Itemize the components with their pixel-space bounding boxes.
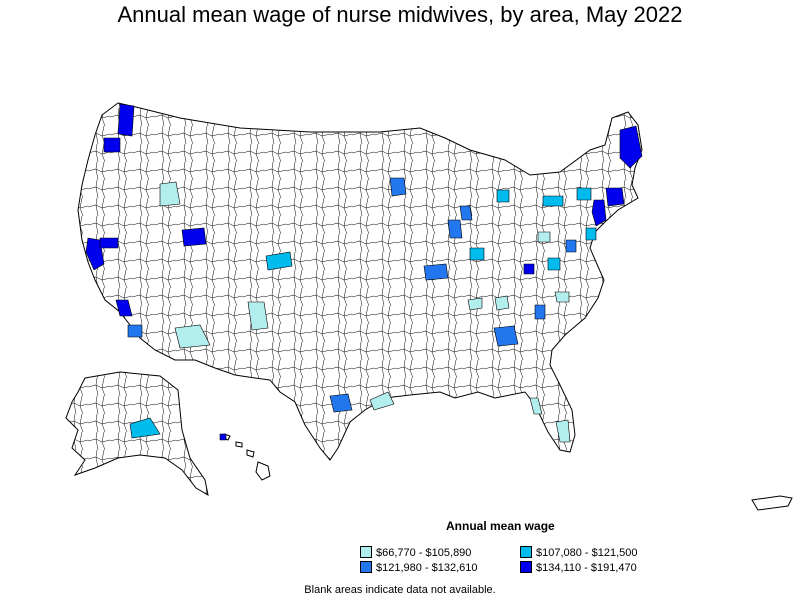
puerto-rico-outline <box>751 495 793 511</box>
legend-swatch-tier-1 <box>360 546 372 558</box>
areas-tier-2 <box>129 187 597 439</box>
legend-label-tier-4: $134,110 - $191,470 <box>536 562 637 574</box>
legend-item-tier-2: $107,080 - $121,500 <box>520 546 638 560</box>
areas-tier-3 <box>127 177 577 413</box>
hawaii-islands <box>222 433 271 481</box>
areas-tier-1 <box>159 181 571 443</box>
legend-item-tier-3: $121,980 - $132,610 <box>360 561 478 575</box>
legend-swatch-tier-2 <box>520 546 532 558</box>
footnote: Blank areas indicate data not available. <box>304 584 496 596</box>
legend-swatch-tier-4 <box>520 561 532 573</box>
map-title: Annual mean wage of nurse midwives, by a… <box>117 2 683 27</box>
legend-item-tier-4: $134,110 - $191,470 <box>520 561 637 575</box>
legend-item-tier-1: $66,770 - $105,890 <box>360 546 471 560</box>
legend-swatch-tier-3 <box>360 561 372 573</box>
legend-label-tier-1: $66,770 - $105,890 <box>376 547 472 559</box>
areas-tier-4 <box>85 103 643 441</box>
legend-label-tier-2: $107,080 - $121,500 <box>536 547 638 559</box>
legend-label-tier-3: $121,980 - $132,610 <box>376 562 478 574</box>
legend-title: Annual mean wage <box>446 519 555 533</box>
